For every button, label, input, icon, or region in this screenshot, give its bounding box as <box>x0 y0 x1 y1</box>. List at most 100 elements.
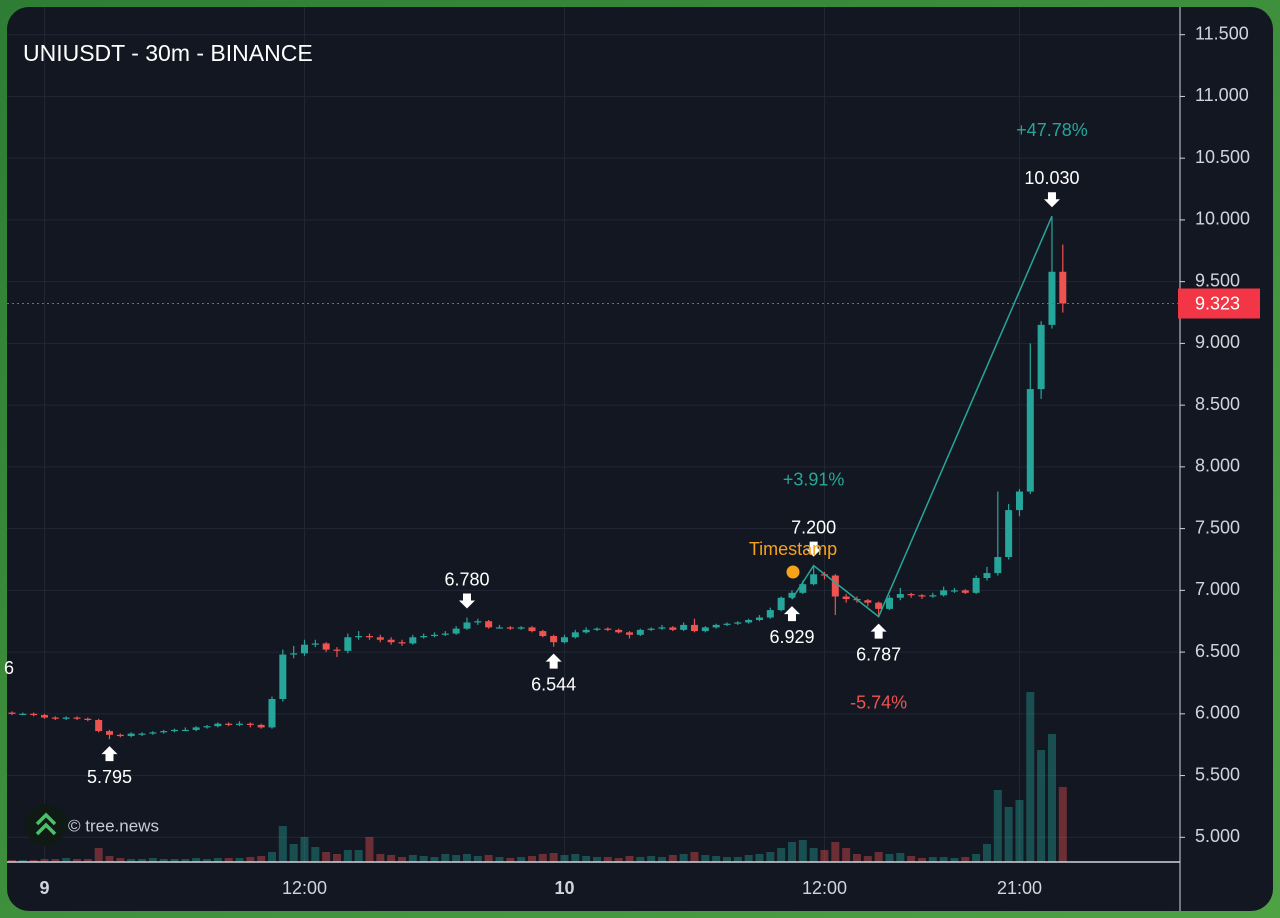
volume-bar <box>397 857 406 862</box>
candle-body <box>940 590 948 596</box>
volume-bar <box>105 856 114 862</box>
panel <box>7 7 1273 911</box>
candle-body <box>485 621 493 628</box>
candle-body <box>896 594 904 598</box>
logo-mark <box>35 812 57 836</box>
volume-bar <box>322 852 331 862</box>
last-price-label: 9.323 <box>1195 293 1240 313</box>
candle-body <box>268 699 276 728</box>
pivot-arrow <box>458 593 475 609</box>
candle-body <box>1048 271 1056 325</box>
candle-body <box>788 592 796 598</box>
candle-body <box>8 712 16 714</box>
volume-bar <box>94 848 103 862</box>
pivot-label: 10.030 <box>1024 168 1079 188</box>
candle-body <box>528 627 536 632</box>
volume-bar <box>755 854 764 862</box>
volume-bar <box>917 858 926 862</box>
volume-bar <box>354 850 363 862</box>
volume-bar <box>83 859 92 862</box>
pivot-label: 6.544 <box>531 674 576 694</box>
volume-bar <box>885 854 894 862</box>
candle-body <box>550 636 558 643</box>
candle-body <box>365 636 373 638</box>
y-tick-label: 8.000 <box>1195 456 1240 476</box>
volume-bar <box>690 852 699 862</box>
partial-label: 6 <box>4 658 14 678</box>
volume-bar <box>636 857 645 862</box>
candle-body <box>571 632 579 638</box>
candle-body <box>810 574 818 585</box>
pivot-arrow <box>101 746 118 762</box>
volume-bar <box>538 854 547 862</box>
pivot-arrow <box>805 541 822 557</box>
volume-bar <box>18 860 27 862</box>
candle-body <box>734 622 742 624</box>
volume-bar <box>592 857 601 862</box>
candle-body <box>647 628 655 630</box>
change-label: +3.91% <box>783 469 845 489</box>
candle-body <box>322 643 330 650</box>
volume-bar <box>1015 800 1024 862</box>
candle-body <box>539 631 547 637</box>
y-tick-label: 6.000 <box>1195 703 1240 723</box>
candle-body <box>290 653 298 655</box>
volume-bar <box>603 857 612 862</box>
y-tick-label: 10.000 <box>1195 209 1250 229</box>
pivot-arrow <box>783 606 800 622</box>
volume-bar <box>896 853 905 862</box>
volume-bar <box>744 855 753 862</box>
candle-body <box>604 628 612 630</box>
volume-bar <box>527 856 536 862</box>
candle-body <box>766 610 774 618</box>
volume-bar <box>192 858 201 862</box>
volume-bar <box>62 858 71 862</box>
candle-body <box>51 717 59 719</box>
candle-body <box>62 717 70 719</box>
volume-bar <box>170 859 179 862</box>
candle-body <box>160 731 168 733</box>
volume-bar <box>159 859 168 862</box>
candle-body <box>246 723 254 725</box>
candle-body <box>615 629 623 633</box>
volume-bar <box>343 850 352 862</box>
volume-bar <box>452 855 461 862</box>
volume-bar <box>224 858 233 862</box>
x-tick-label: 9 <box>39 878 49 898</box>
volume-bar <box>441 854 450 862</box>
candle-body <box>1015 491 1023 511</box>
candle-body <box>257 724 265 728</box>
candle-body <box>777 597 785 611</box>
volume-bar <box>365 837 374 862</box>
pivot-label: 6.787 <box>856 644 901 664</box>
y-tick-label: 7.000 <box>1195 579 1240 599</box>
x-tick-label: 21:00 <box>997 878 1042 898</box>
x-tick-label: 12:00 <box>802 878 847 898</box>
candle-body <box>127 733 135 737</box>
volume-bar <box>127 859 136 862</box>
candle-body <box>300 644 308 654</box>
candle-body <box>701 627 709 632</box>
pivot-arrow <box>545 653 562 669</box>
candle-body <box>333 649 341 651</box>
axes: 5.000 5.500 6.000 6.500 7.000 7.500 8.000 8.500… <box>39 23 1260 898</box>
volume-bar <box>993 790 1002 862</box>
change-label: -5.74% <box>850 692 907 712</box>
candle-body <box>506 627 514 629</box>
candle-body <box>40 715 48 718</box>
volume-bar <box>29 860 38 862</box>
candle-body <box>409 637 417 644</box>
candle-body <box>138 733 146 735</box>
candle-body <box>1059 271 1067 304</box>
candle-body <box>994 557 1002 574</box>
volume-bar <box>278 826 287 862</box>
volume-bar <box>495 857 504 862</box>
volume-bar <box>213 858 222 862</box>
volume-bar <box>820 850 829 862</box>
candle-body <box>170 729 178 732</box>
candle-body <box>73 717 81 719</box>
candle-body <box>1037 324 1045 390</box>
zigzag-line <box>791 215 1053 618</box>
candle-body <box>441 633 449 635</box>
